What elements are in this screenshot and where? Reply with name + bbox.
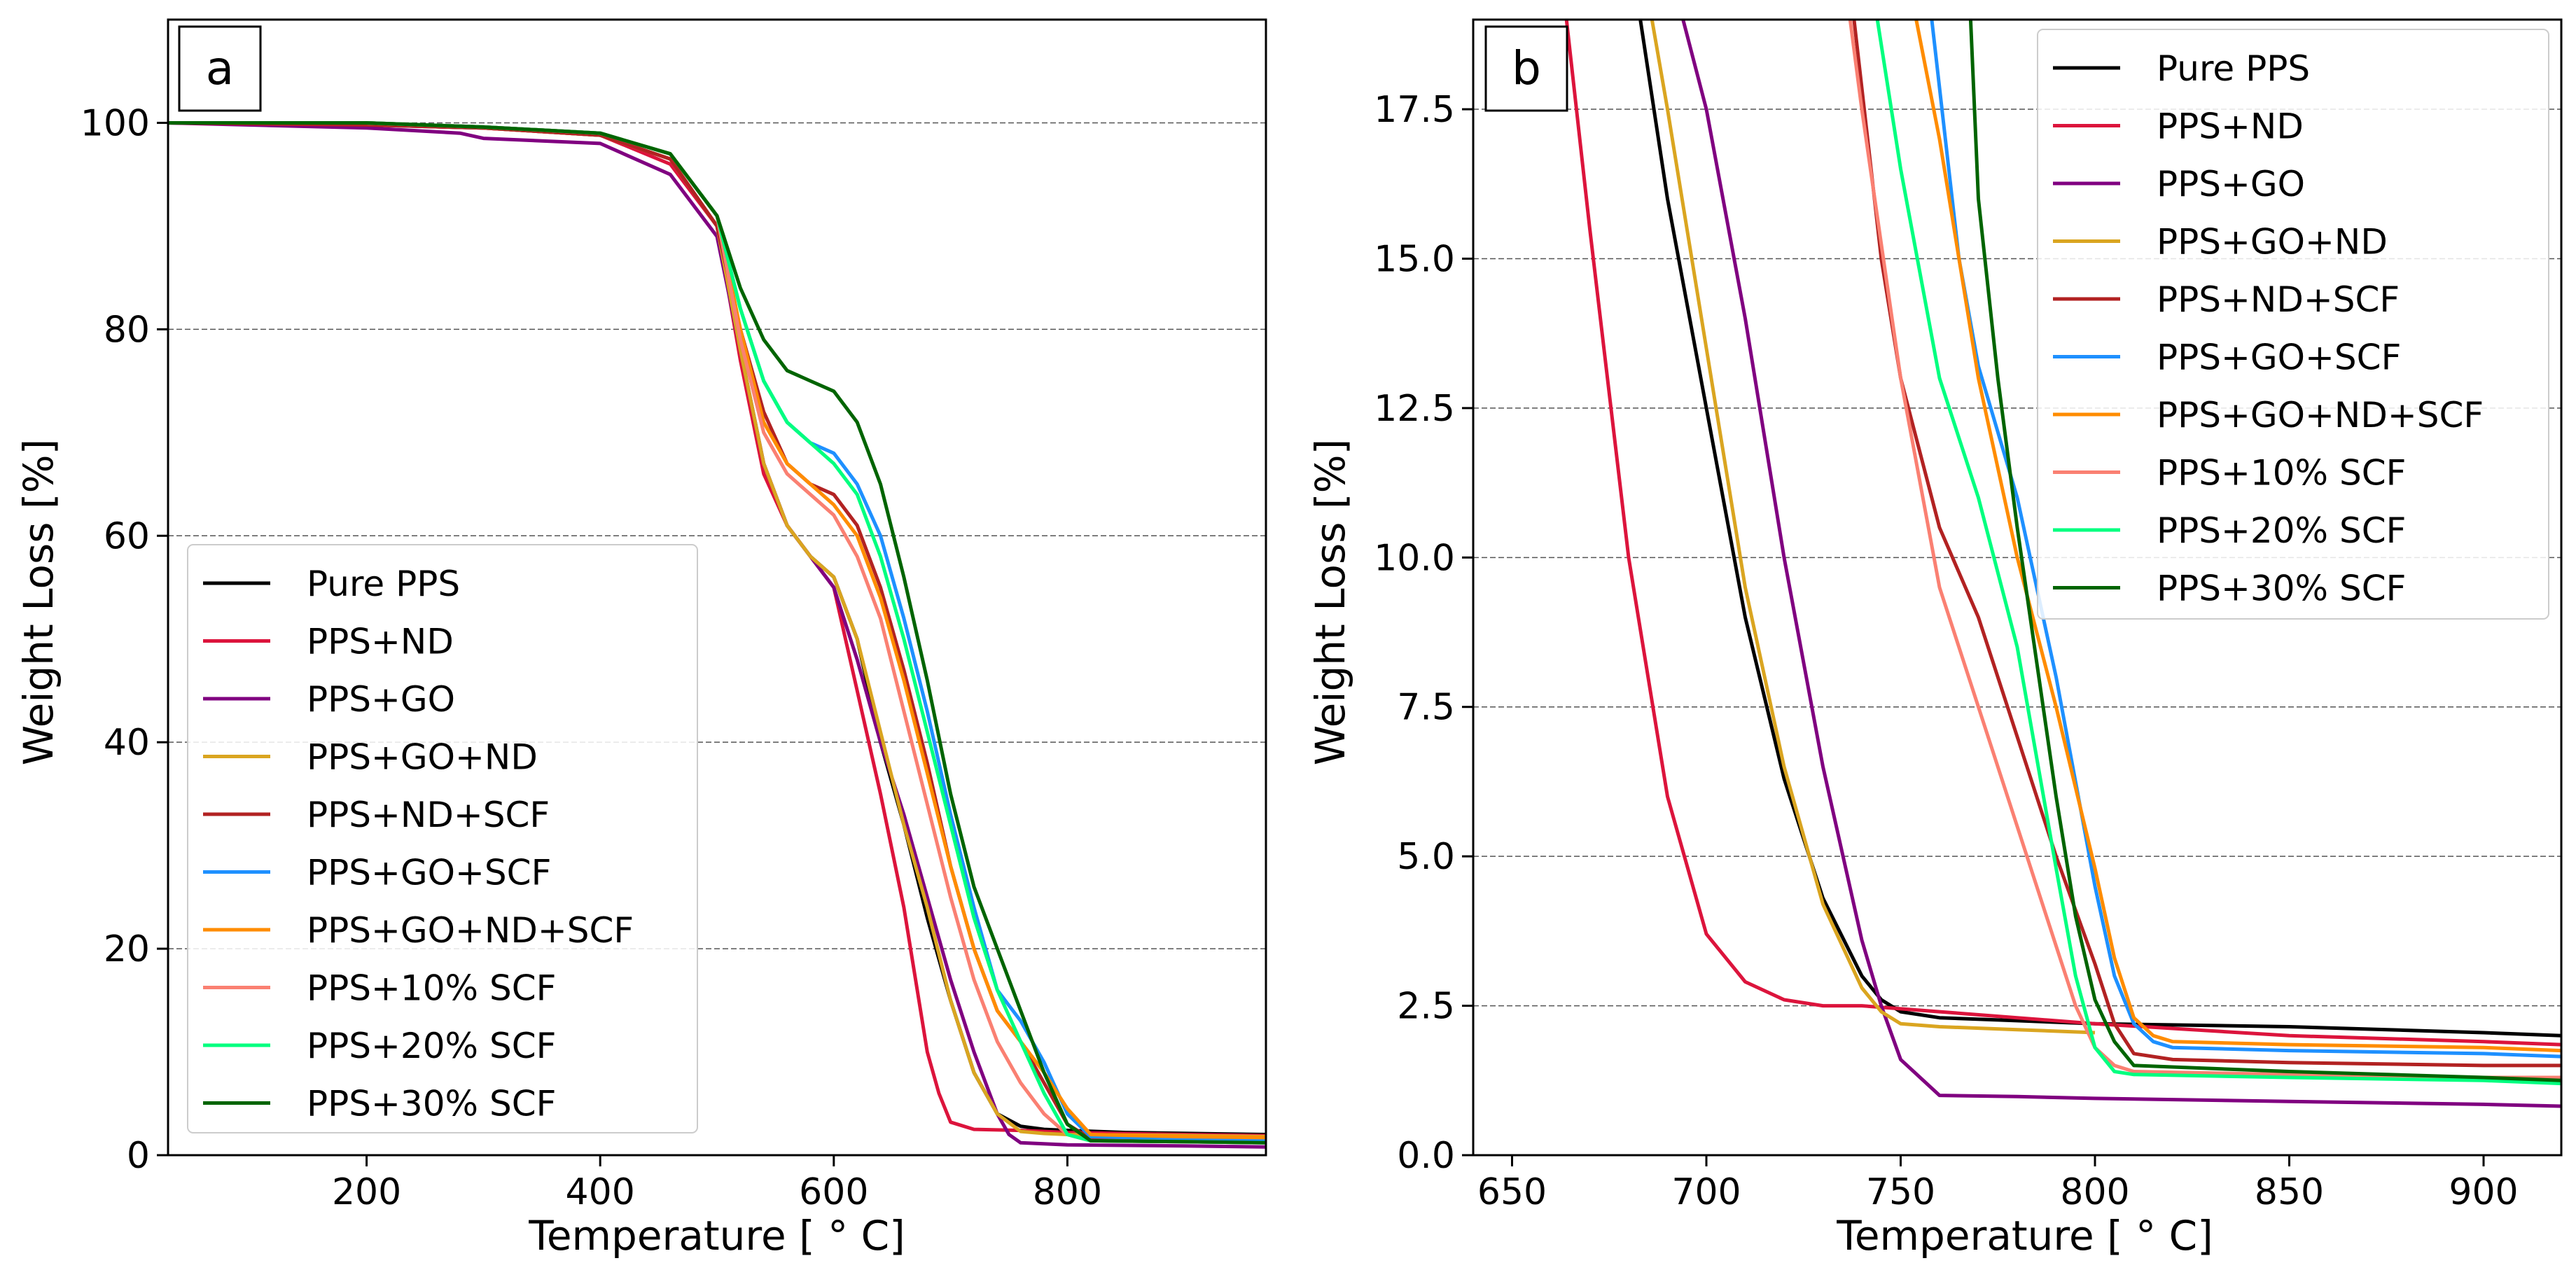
b-legend-entry: PPS+GO: [2157, 164, 2305, 204]
a-series-line-pps-nd: [168, 121, 1266, 1138]
a-legend-entry: PPS+ND: [307, 622, 454, 662]
b-ytick-label: 5.0: [1397, 836, 1455, 878]
a-legend-entry: PPS+20% SCF: [307, 1026, 556, 1066]
a-xtick-label: 800: [1033, 1171, 1102, 1213]
a-ytick-label: 40: [104, 722, 150, 764]
b-legend-entry: PPS+GO+ND: [2157, 222, 2388, 263]
panel-a-label-box: a: [178, 25, 262, 112]
a-series-line-pps-go: [168, 121, 1266, 1149]
b-series-line-pps-10-scf: [1848, 20, 2561, 1080]
panel-b-ylabel: Weight Loss [%]: [1307, 439, 1354, 766]
a-series-line-pps-30-scf: [168, 121, 1266, 1145]
a-legend-entry: PPS+GO+ND: [307, 737, 538, 778]
panel-a-xlabel: Temperature [ ° C]: [528, 1212, 905, 1259]
a-ytick-label: 80: [104, 309, 150, 351]
a-legend-entry: PPS+GO: [307, 679, 455, 720]
b-legend-entry: PPS+10% SCF: [2157, 453, 2406, 494]
a-ytick-label: 20: [104, 928, 150, 970]
a-xtick-label: 600: [799, 1171, 868, 1213]
b-series-line-pps-go-nd-scf: [1914, 20, 2561, 1053]
b-ytick-label: 0.0: [1397, 1135, 1455, 1177]
b-xtick-label: 700: [1671, 1171, 1741, 1213]
a-legend-entry: PPS+ND+SCF: [307, 795, 550, 835]
a-legend-entry: Pure PPS: [307, 564, 460, 604]
b-legend-entry: PPS+20% SCF: [2157, 510, 2406, 551]
b-series-line-pps-20-scf: [1875, 20, 2561, 1086]
a-xtick-label: 200: [332, 1171, 401, 1213]
b-ytick-label: 15.0: [1374, 238, 1455, 280]
panel-a-gridlines: [168, 122, 1266, 949]
a-ytick-label: 100: [81, 102, 150, 144]
b-ytick-label: 10.0: [1374, 537, 1455, 579]
a-ytick-label: 0: [127, 1135, 150, 1177]
panel-a-letter: a: [206, 41, 234, 95]
b-xtick-label: 650: [1477, 1171, 1547, 1213]
panel-b-ticks: 650 700 750 800 850 900 0.0 2.5 5.0 7.5 10.0 12.5 15…: [1374, 89, 2518, 1213]
a-legend-entry: PPS+GO+SCF: [307, 853, 551, 893]
b-ytick-label: 17.5: [1374, 89, 1455, 131]
b-legend-entry: PPS+30% SCF: [2157, 568, 2406, 609]
b-legend-entry: PPS+ND+SCF: [2157, 279, 2400, 320]
panel-b-frame: [1472, 18, 2563, 1157]
panel-b: 650 700 750 800 850 900 0.0 2.5 5.0 7.5 10.0 12.5 15…: [1307, 18, 2563, 1259]
b-xtick-label: 800: [2060, 1171, 2129, 1213]
a-ytick-label: 60: [104, 515, 150, 557]
panel-b-letter: b: [1512, 41, 1541, 95]
b-xtick-label: 900: [2449, 1171, 2518, 1213]
a-legend-entry: PPS+GO+ND+SCF: [307, 910, 634, 951]
panel-b-series: [1564, 20, 2561, 1108]
a-series-line-pps-nd-scf: [168, 121, 1266, 1143]
panel-b-label-box: b: [1484, 25, 1568, 112]
b-ytick-label: 7.5: [1397, 687, 1455, 729]
b-series-line-pps-30-scf: [1968, 20, 2561, 1082]
b-xtick-label: 750: [1866, 1171, 1935, 1213]
b-ytick-label: 2.5: [1397, 986, 1455, 1028]
b-xtick-label: 850: [2255, 1171, 2324, 1213]
panel-b-xlabel: Temperature [ ° C]: [1836, 1212, 2213, 1259]
a-legend-frame: [187, 544, 698, 1133]
b-legend-frame: [2037, 29, 2549, 620]
b-legend-entry: PPS+ND: [2157, 106, 2304, 147]
a-legend-entry: PPS+30% SCF: [307, 1084, 556, 1124]
panel-a-legend: Pure PPS PPS+ND PPS+GO PPS+GO+ND PPS+ND+SCF P…: [187, 544, 698, 1133]
b-series-line-pps-nd: [1564, 20, 2561, 1047]
panel-b-legend: Pure PPS PPS+ND PPS+GO PPS+GO+ND PPS+ND+SCF P…: [2037, 29, 2549, 620]
b-series-line-pps-go-scf: [1930, 20, 2561, 1059]
panel-a: 200 400 600 800 0 20 40 60 80 100 a Weight Loss […: [15, 18, 1267, 1259]
a-legend-entry: PPS+10% SCF: [307, 968, 556, 1009]
panel-a-frame: [167, 18, 1267, 1157]
panel-a-series: [168, 121, 1266, 1149]
b-ytick-label: 12.5: [1374, 388, 1455, 430]
b-legend-entry: PPS+GO+SCF: [2157, 337, 2401, 378]
panel-a-ylabel: Weight Loss [%]: [15, 439, 62, 766]
a-xtick-label: 400: [566, 1171, 635, 1213]
b-legend-entry: Pure PPS: [2157, 48, 2310, 89]
panel-a-ticks: 200 400 600 800 0 20 40 60 80 100: [81, 102, 1102, 1213]
b-series-line-pps-go-nd: [1650, 20, 2096, 1035]
b-series-line-pps-go: [1681, 20, 2561, 1108]
b-legend-entry: PPS+GO+ND+SCF: [2157, 395, 2484, 435]
